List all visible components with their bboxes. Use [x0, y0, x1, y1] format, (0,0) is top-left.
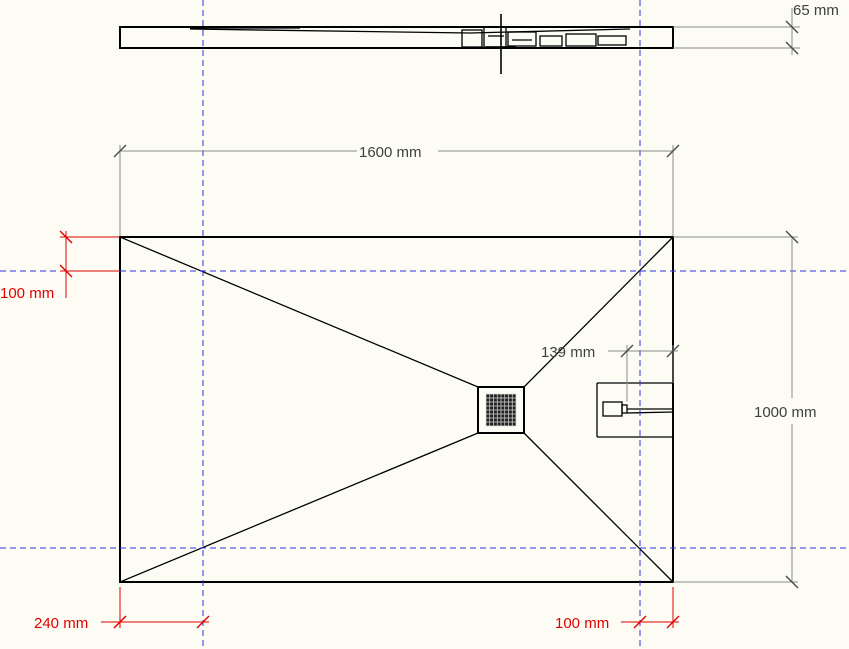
- left-margin-label: 240 mm: [34, 615, 88, 632]
- drain-grate: [477, 386, 525, 434]
- dimension-right-margin: 100 mm: [555, 587, 680, 632]
- dimension-left-margin: 240 mm: [34, 587, 210, 632]
- width-label: 1000 mm: [754, 404, 817, 421]
- dimension-top-margin: 100 mm: [0, 230, 120, 302]
- dimension-length: 1600 mm: [113, 144, 680, 236]
- tray-top-view: [119, 236, 674, 583]
- profile-outline: [119, 26, 674, 49]
- slope-line-bottom-left: [119, 432, 479, 583]
- length-label: 1600 mm: [359, 144, 422, 161]
- outlet-pipe: [596, 382, 674, 438]
- right-margin-label: 100 mm: [555, 615, 609, 632]
- dimension-outlet-offset: 139 mm: [541, 344, 680, 402]
- dimension-width: 1000 mm: [673, 230, 817, 589]
- slope-line-top-left: [119, 236, 479, 388]
- slope-line-bottom-right: [523, 432, 674, 583]
- dimension-height: 65 mm: [673, 2, 839, 55]
- slope-line-top-right: [523, 236, 674, 388]
- height-label: 65 mm: [793, 2, 839, 19]
- outlet-offset-label: 139 mm: [541, 344, 595, 361]
- side-profile-view: [119, 14, 674, 74]
- top-margin-label: 100 mm: [0, 285, 54, 302]
- profile-drain-cross-section: [461, 26, 627, 48]
